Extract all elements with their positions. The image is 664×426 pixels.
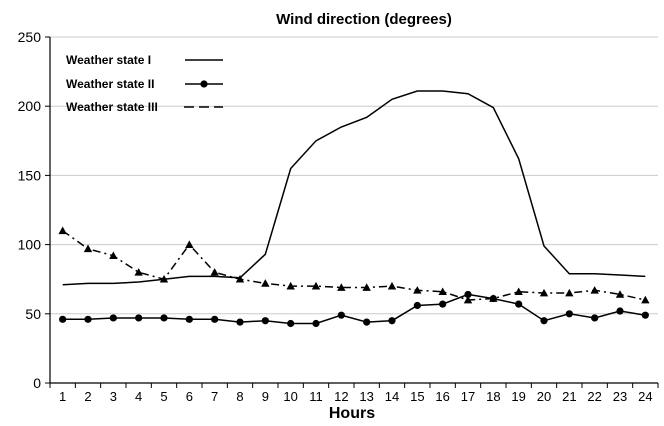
- data-point: [464, 290, 472, 299]
- x-tick-label: 18: [486, 389, 500, 404]
- data-point: [363, 318, 371, 326]
- data-point: [109, 251, 118, 260]
- x-tick-label: 10: [283, 389, 297, 404]
- data-point: [211, 315, 219, 323]
- data-point: [540, 317, 548, 325]
- data-point: [615, 290, 625, 298]
- data-point: [337, 311, 345, 319]
- legend-label: Weather state III: [66, 100, 158, 114]
- data-point: [134, 268, 143, 276]
- x-tick-label: 21: [562, 389, 576, 404]
- x-axis-label: Hours: [329, 405, 375, 422]
- x-tick-label: 6: [186, 389, 193, 404]
- x-tick-label: 1: [59, 389, 66, 404]
- y-tick-label: 200: [18, 98, 42, 114]
- legend-label: Weather state I: [66, 53, 151, 67]
- data-point: [387, 281, 397, 290]
- data-point: [84, 315, 92, 323]
- x-tick-label: 7: [211, 389, 218, 404]
- data-point: [641, 311, 649, 319]
- series-1: [62, 90, 646, 286]
- data-point: [236, 318, 244, 326]
- axes: [45, 36, 659, 388]
- x-tick-label: 24: [638, 389, 652, 404]
- x-tick-label: 20: [537, 389, 551, 404]
- series-3: [58, 226, 650, 304]
- x-tick-label: 13: [359, 389, 373, 404]
- data-point: [160, 314, 168, 322]
- data-point: [413, 301, 421, 310]
- data-point: [83, 244, 93, 253]
- series-line: [62, 230, 646, 301]
- data-point: [591, 314, 599, 322]
- data-point: [590, 286, 599, 294]
- y-tick-labels: 0 50 100 150 200 250: [18, 29, 42, 391]
- x-tick-label: 16: [435, 389, 449, 404]
- data-point: [565, 310, 573, 318]
- chart-title: Wind direction (degrees): [276, 11, 452, 28]
- legend: Weather state I Weather state II Weather s…: [66, 53, 223, 114]
- x-tick-label: 11: [309, 389, 323, 404]
- series-line: [62, 90, 646, 286]
- legend-label: Weather state II: [66, 77, 154, 91]
- x-tick-label: 2: [84, 389, 91, 404]
- y-tick-label: 100: [18, 237, 42, 253]
- y-tick-label: 150: [18, 167, 42, 183]
- x-tick-label: 9: [262, 389, 269, 404]
- x-tick-label: 8: [236, 389, 243, 404]
- data-point: [565, 288, 574, 297]
- data-point: [515, 300, 523, 308]
- data-point: [135, 314, 143, 322]
- data-point: [109, 314, 117, 322]
- data-point: [59, 315, 67, 323]
- x-tick-label: 14: [385, 389, 399, 404]
- data-point: [439, 300, 447, 308]
- data-point: [58, 226, 67, 235]
- data-point: [616, 307, 624, 315]
- data-point: [159, 275, 169, 283]
- data-point: [463, 295, 473, 304]
- x-tick-label: 4: [135, 389, 142, 404]
- data-point: [362, 283, 371, 291]
- data-point: [287, 319, 295, 328]
- data-point: [311, 281, 321, 290]
- series-layer: [58, 90, 650, 328]
- x-tick-label: 17: [461, 389, 475, 404]
- x-tick-label: 19: [511, 389, 525, 404]
- series-line: [62, 293, 646, 325]
- x-tick-label: 22: [587, 389, 601, 404]
- data-point: [539, 288, 549, 297]
- data-point: [286, 281, 295, 290]
- data-point: [388, 317, 396, 325]
- data-point: [489, 294, 498, 302]
- data-point: [312, 319, 320, 328]
- data-point: [261, 279, 270, 287]
- y-tick-label: 250: [18, 29, 42, 45]
- y-tick-label: 50: [25, 306, 41, 322]
- series-2: [59, 290, 649, 328]
- x-tick-label: 12: [334, 389, 348, 404]
- data-point: [438, 287, 447, 296]
- data-point: [261, 317, 269, 325]
- data-point: [641, 295, 650, 304]
- data-point: [413, 286, 422, 294]
- x-tick-label: 15: [410, 389, 424, 404]
- data-point: [185, 315, 193, 323]
- x-tick-labels: 1 2 3 4 5 6 7 8 9 10 11 12 13 14 15 16 17 18 19 20 21 22 23 24: [59, 389, 653, 404]
- data-point: [185, 240, 194, 248]
- x-tick-label: 5: [160, 389, 167, 404]
- x-tick-label: 23: [613, 389, 627, 404]
- data-point: [514, 287, 523, 296]
- gridlines: [50, 36, 658, 315]
- data-point: [337, 283, 346, 291]
- data-point: [210, 268, 219, 276]
- data-point: [235, 275, 245, 283]
- legend-marker: [200, 80, 208, 88]
- x-tick-label: 3: [110, 389, 117, 404]
- y-tick-label: 0: [33, 375, 41, 391]
